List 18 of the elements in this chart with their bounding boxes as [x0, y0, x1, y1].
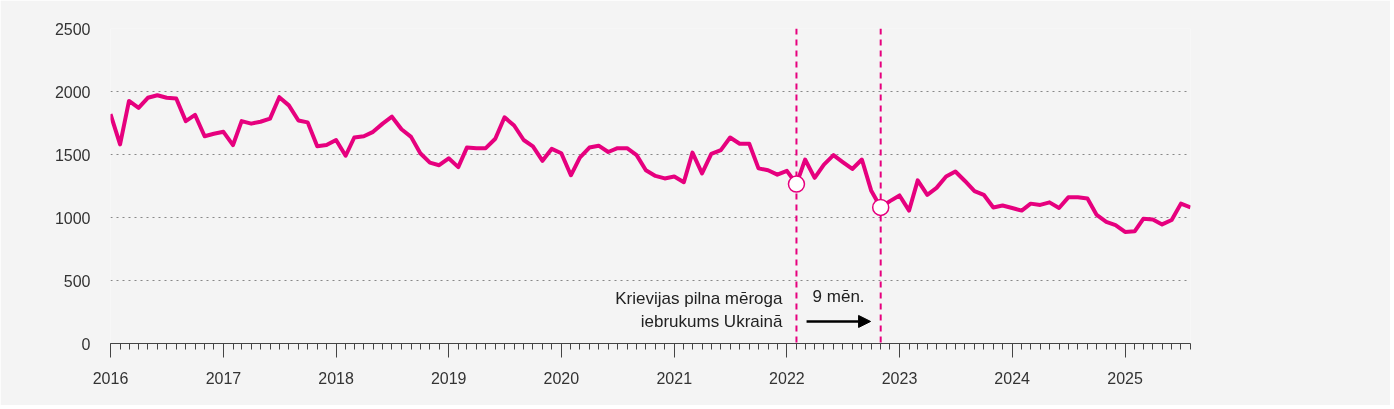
y-tick-label: 2000	[54, 83, 91, 101]
y-tick-label: 1000	[54, 209, 91, 227]
y-tick-label: 0	[81, 335, 91, 353]
ref-line-label: Krievijas pilna mēroga iebrukums Ukrainā	[615, 289, 783, 331]
y-tick-label: 2500	[54, 20, 91, 38]
x-tick-label: 2021	[656, 369, 693, 387]
y-tick-label: 1500	[54, 146, 91, 164]
y-tick-label: 500	[63, 272, 91, 290]
x-tick-label: 2018	[318, 369, 354, 387]
annotation: 9 mēn.	[812, 286, 865, 306]
x-tick-label: 2017	[205, 369, 242, 387]
x-tick-label: 2020	[543, 369, 580, 387]
x-tick-label: 2022	[769, 369, 805, 387]
x-tick-label: 2023	[881, 369, 918, 387]
x-tick-label: 2024	[994, 369, 1031, 387]
x-tick-label: 2025	[1107, 369, 1143, 387]
x-tick-label: 2019	[430, 369, 467, 387]
x-tick-label: 2016	[92, 369, 129, 387]
